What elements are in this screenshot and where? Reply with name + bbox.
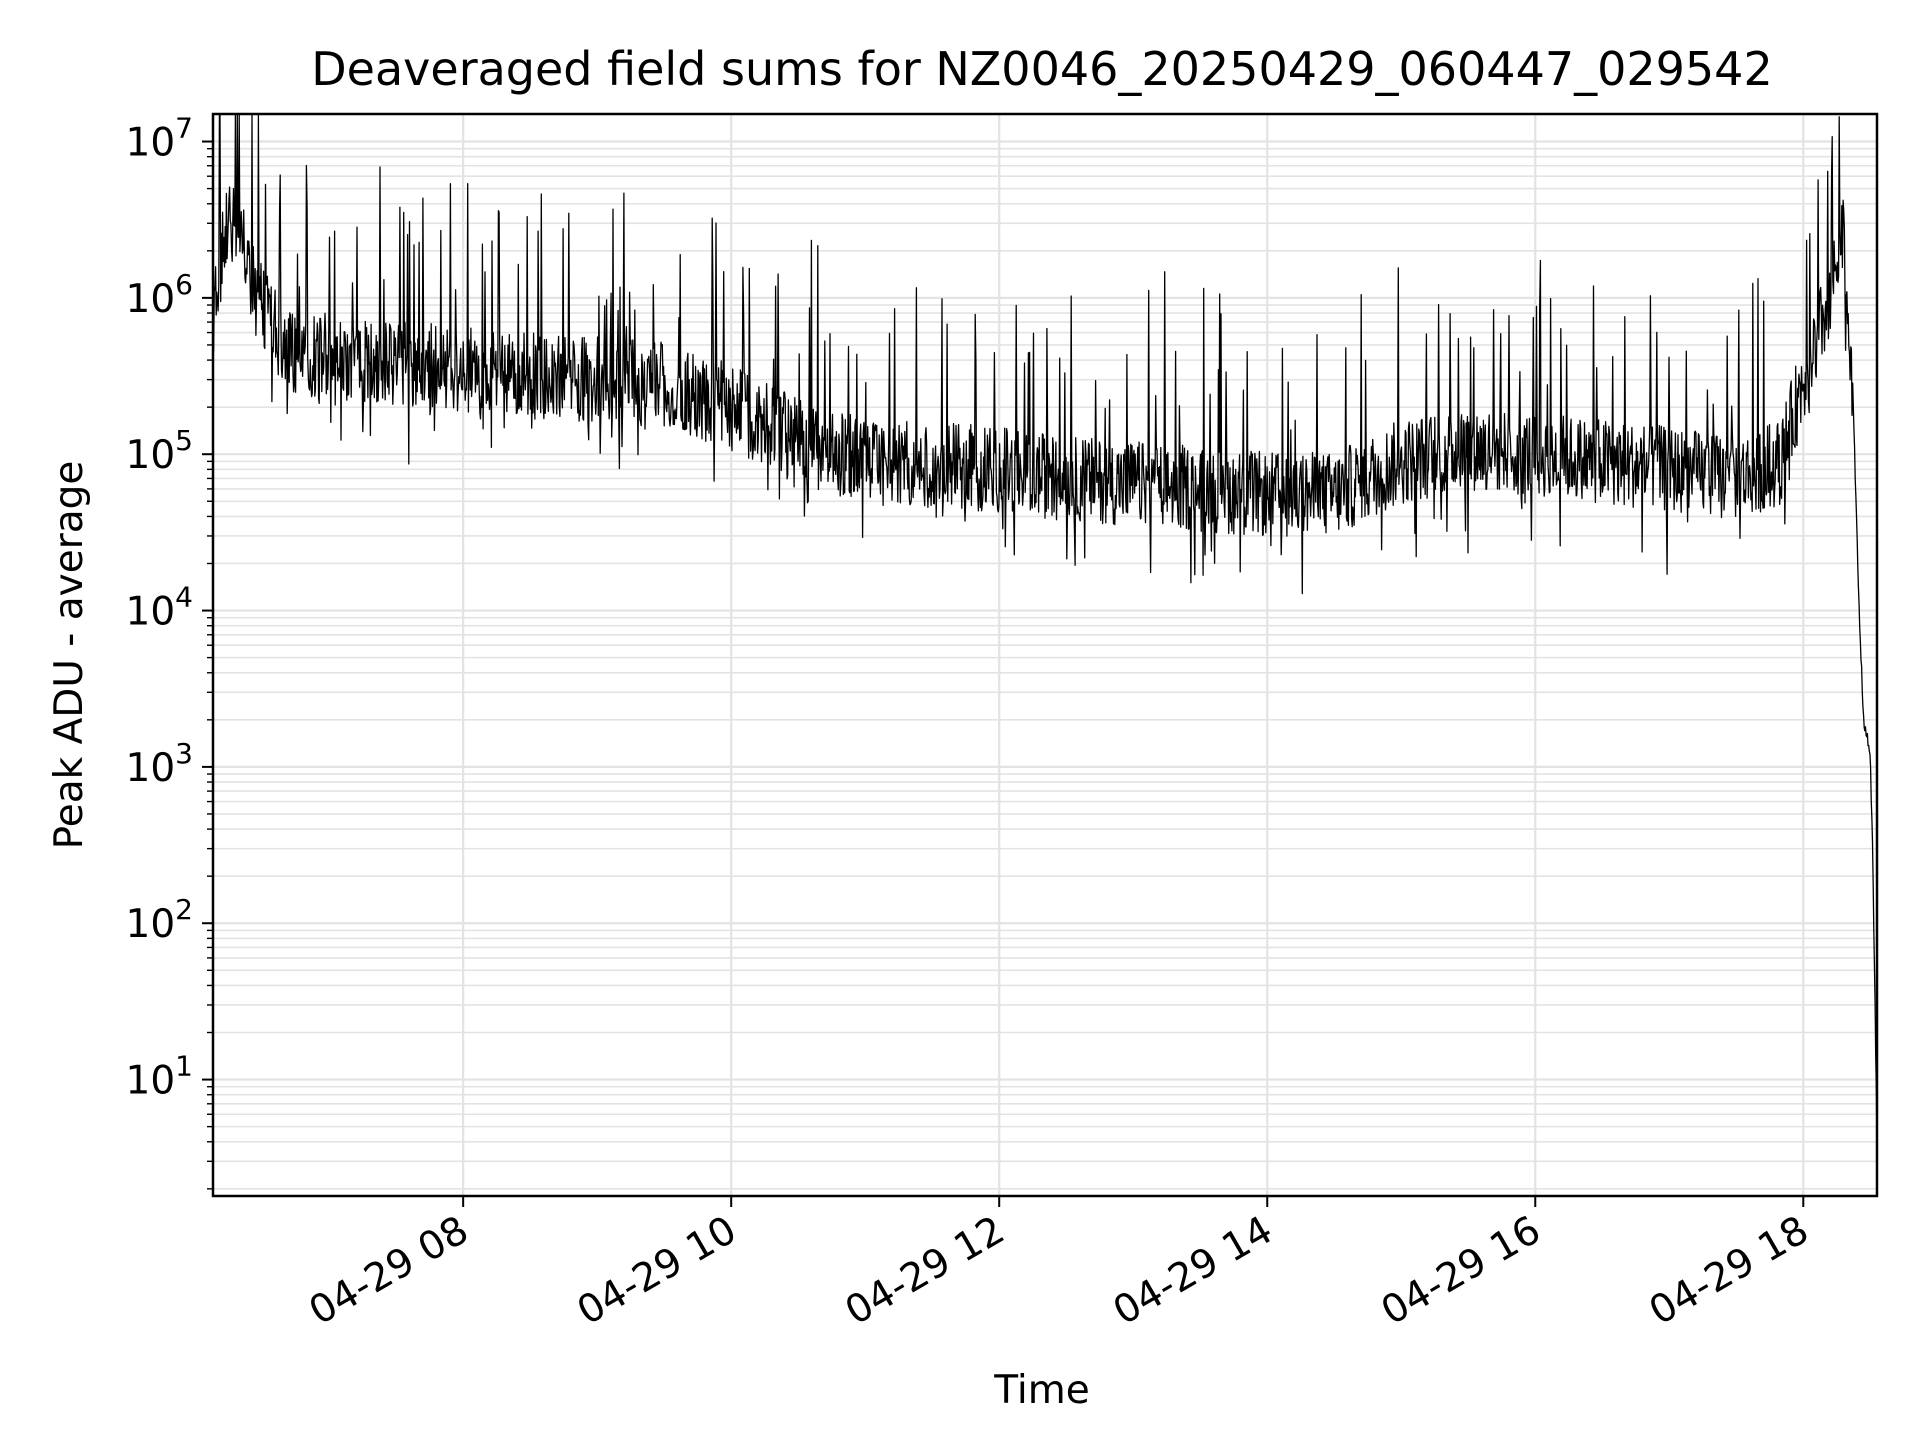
series-group (212, 113, 1878, 1141)
y-tick-label: 101 (126, 1050, 193, 1104)
y-tick-label-exponent: 6 (175, 268, 193, 301)
y-tick-label: 105 (126, 424, 193, 478)
y-tick-label: 102 (126, 893, 193, 947)
y-tick-label: 103 (126, 737, 193, 791)
y-tick-label-base: 10 (126, 902, 176, 947)
x-axis-label: Time (993, 1368, 1089, 1413)
plot-frame (211, 112, 1879, 1198)
y-axis-label: Peak ADU - average (47, 461, 92, 850)
y-tick-label-exponent: 5 (175, 424, 193, 457)
y-tick-label-exponent: 3 (175, 737, 193, 770)
y-tick-label: 107 (126, 112, 193, 166)
y-tick-label: 104 (126, 581, 193, 635)
y-tick-label: 106 (126, 268, 193, 322)
y-tick-label-base: 10 (126, 590, 176, 635)
y-tick-label-base: 10 (126, 121, 176, 166)
y-tick-label-base: 10 (126, 433, 176, 478)
y-tick-label-base: 10 (126, 746, 176, 791)
series-line (212, 113, 1878, 1141)
y-tick-label-exponent: 4 (175, 581, 193, 614)
y-tick-label-base: 10 (126, 1059, 176, 1104)
y-tick-label-base: 10 (126, 277, 176, 322)
y-tick-label-exponent: 1 (175, 1050, 193, 1083)
chart-title: Deaveraged field sums for NZ0046_2025042… (311, 42, 1772, 96)
y-tick-label-exponent: 2 (175, 893, 193, 926)
y-tick-label-exponent: 7 (175, 112, 193, 145)
